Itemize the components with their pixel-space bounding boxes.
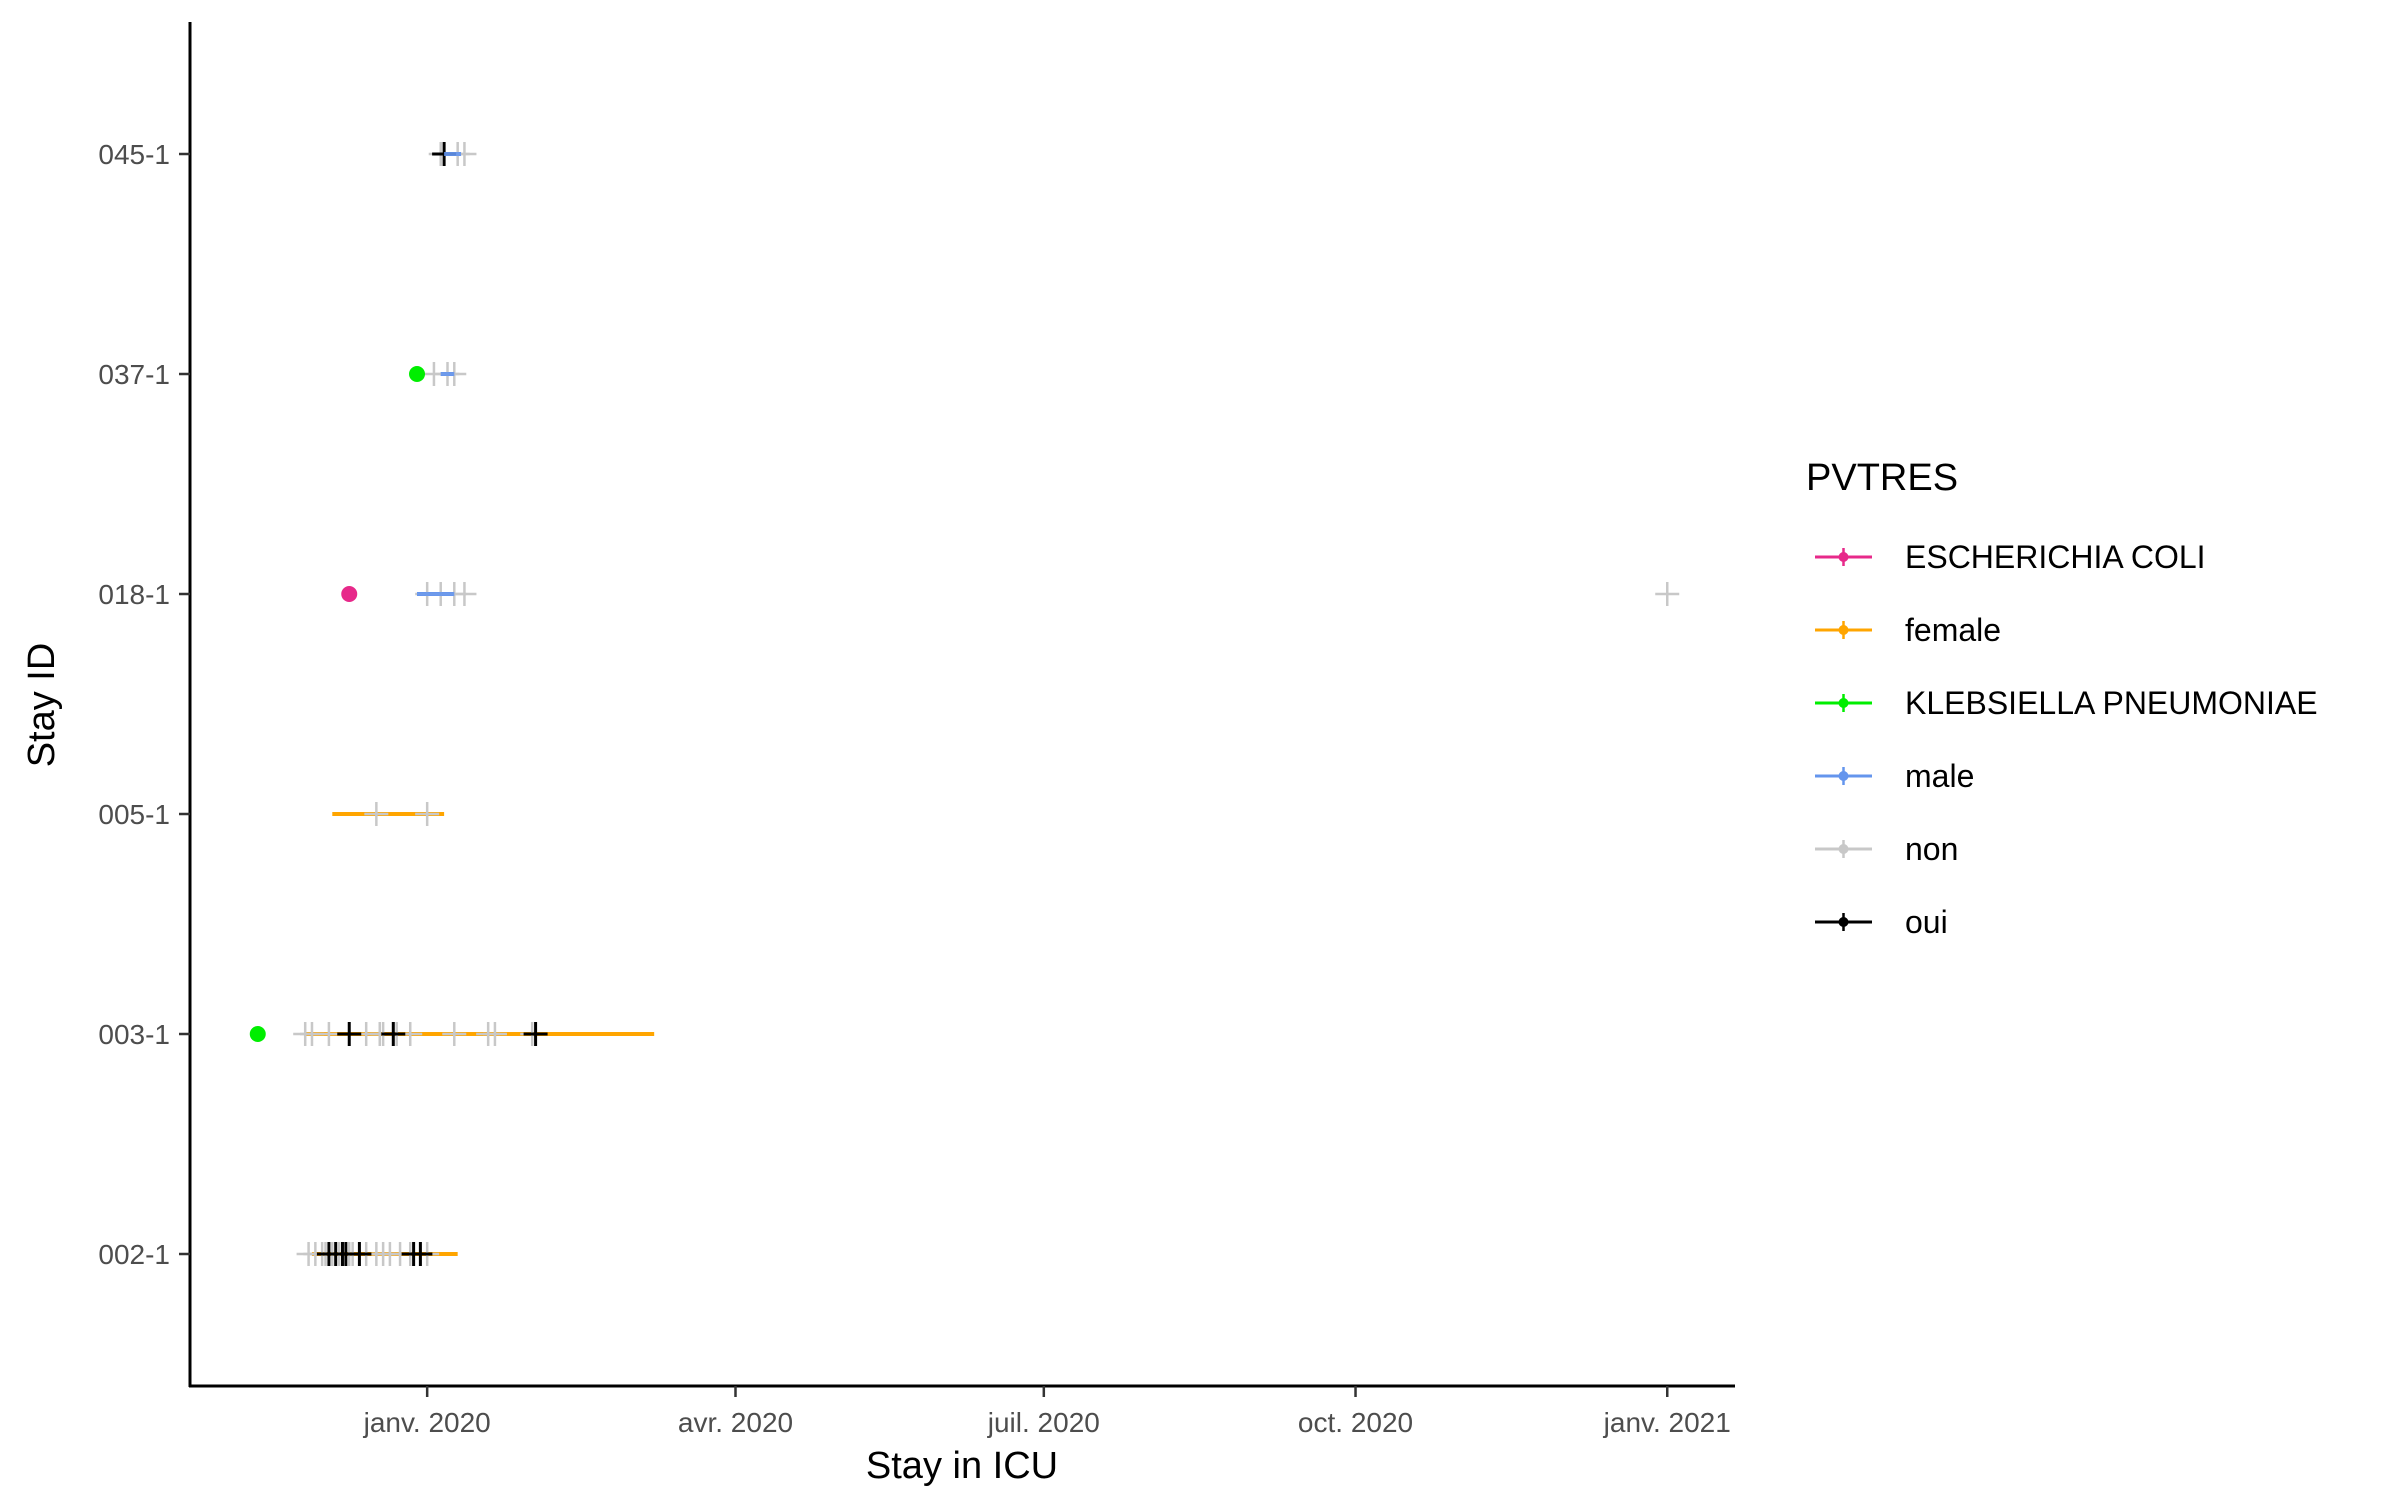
y-tick-label: 045-1 <box>98 139 170 170</box>
legend: PVTRES ESCHERICHIA COLI female KLEBSIELLA … <box>1806 457 2318 940</box>
x-tick-label: janv. 2021 <box>1603 1407 1731 1438</box>
legend-key-dot <box>1838 771 1849 781</box>
y-tick-label: 018-1 <box>98 579 170 610</box>
sample-mark-oui <box>337 1022 362 1046</box>
legend-entry: female <box>1815 612 2001 648</box>
sample-mark-non <box>364 802 389 826</box>
sample-mark-non <box>442 1022 467 1046</box>
y-tick-label: 005-1 <box>98 799 170 830</box>
sample-mark-oui <box>347 1242 372 1266</box>
legend-label: ESCHERICHIA COLI <box>1905 539 2206 575</box>
legend-entry: male <box>1815 758 1974 794</box>
legend-entry: KLEBSIELLA PNEUMONIAE <box>1815 685 2318 721</box>
legend-label: non <box>1905 831 1958 867</box>
sample-mark-non <box>415 802 440 826</box>
germ-point-018-1 <box>341 586 358 602</box>
germ-point-003-1 <box>249 1026 266 1042</box>
sample-mark-non <box>452 582 477 606</box>
axes <box>188 22 1735 1388</box>
x-axis-title: Stay in ICU <box>866 1445 1058 1487</box>
legend-label: KLEBSIELLA PNEUMONIAE <box>1905 685 2318 721</box>
sample-mark-non <box>1655 582 1680 606</box>
legend-entry: non <box>1815 831 1958 867</box>
x-axis-ticks: janv. 2020 avr. 2020 juil. 2020 oct. 2020 ja… <box>363 1386 1731 1438</box>
legend-entry: ESCHERICHIA COLI <box>1815 539 2206 575</box>
legend-label: oui <box>1905 904 1948 940</box>
sample-mark-oui <box>381 1022 406 1046</box>
legend-key-dot <box>1838 552 1849 562</box>
legend-key-dot <box>1838 698 1849 708</box>
sample-mark-non <box>482 1022 507 1046</box>
germ-point-037-1 <box>409 366 426 382</box>
legend-label: female <box>1905 612 2001 648</box>
legend-key-dot <box>1838 917 1849 927</box>
x-tick-label: juil. 2020 <box>987 1407 1100 1438</box>
x-tick-label: avr. 2020 <box>678 1407 793 1438</box>
legend-key-dot <box>1838 625 1849 635</box>
sample-mark-oui <box>408 1242 433 1266</box>
plot-area <box>249 142 1680 1266</box>
y-axis-ticks: 002-1 003-1 005-1 018-1 037-1 045-1 <box>98 139 190 1270</box>
legend-key-dot <box>1838 844 1849 854</box>
y-axis-title: Stay ID <box>21 643 63 768</box>
legend-entry: oui <box>1815 904 1948 940</box>
y-tick-label: 002-1 <box>98 1239 170 1270</box>
y-tick-label: 037-1 <box>98 359 170 390</box>
sample-mark-oui <box>523 1022 548 1046</box>
x-tick-label: janv. 2020 <box>363 1407 491 1438</box>
x-tick-label: oct. 2020 <box>1298 1407 1413 1438</box>
sample-mark-non <box>316 1022 341 1046</box>
legend-label: male <box>1905 758 1974 794</box>
legend-title: PVTRES <box>1806 457 1958 499</box>
y-tick-label: 003-1 <box>98 1019 170 1050</box>
